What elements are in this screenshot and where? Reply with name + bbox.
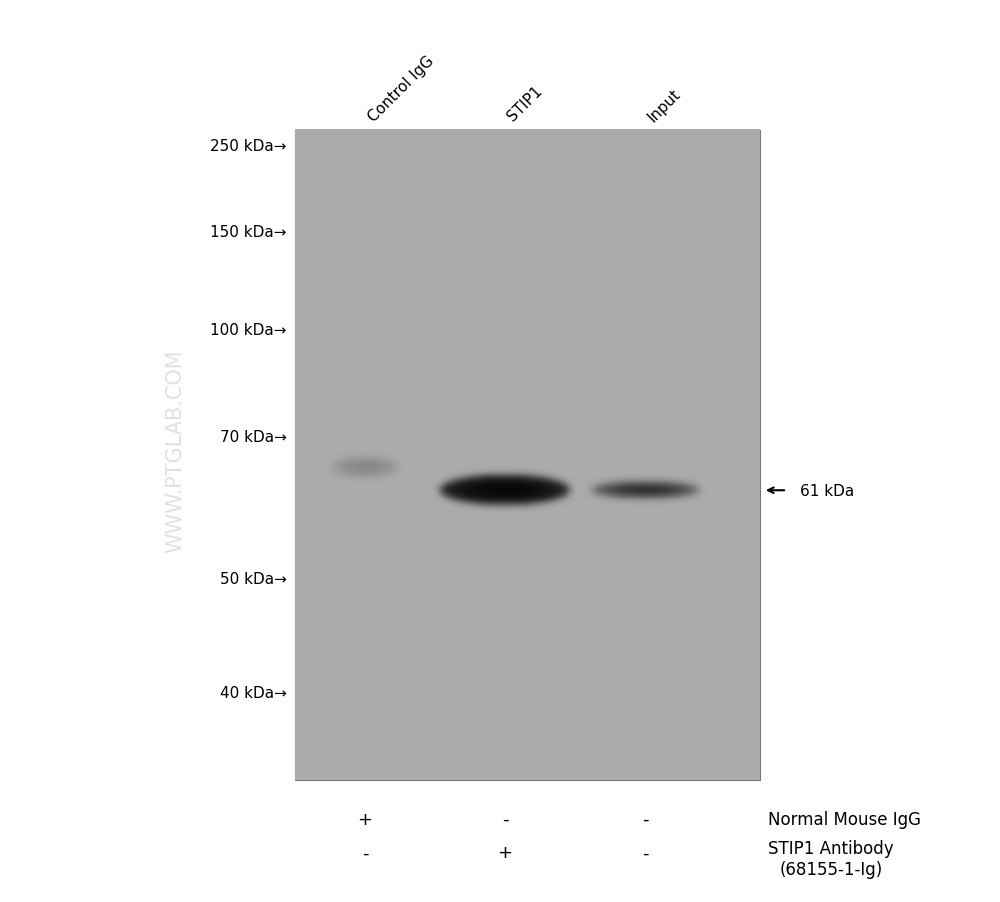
Text: Input: Input: [645, 86, 684, 124]
Text: Control IgG: Control IgG: [365, 53, 437, 124]
Text: -: -: [642, 810, 648, 828]
Text: STIP1 Antibody
(68155-1-Ig): STIP1 Antibody (68155-1-Ig): [768, 840, 894, 878]
Text: 40 kDa→: 40 kDa→: [220, 686, 287, 700]
Text: WWW.PTGLAB.COM: WWW.PTGLAB.COM: [165, 349, 185, 553]
Bar: [295, 131, 760, 780]
Text: -: -: [362, 843, 368, 861]
Text: 250 kDa→: 250 kDa→: [210, 139, 287, 153]
Text: +: +: [358, 810, 372, 828]
Text: 50 kDa→: 50 kDa→: [220, 572, 287, 586]
Text: -: -: [642, 843, 648, 861]
Text: 100 kDa→: 100 kDa→: [210, 323, 287, 337]
Text: 150 kDa→: 150 kDa→: [210, 226, 287, 240]
Text: 70 kDa→: 70 kDa→: [220, 429, 287, 444]
Text: -: -: [502, 810, 508, 828]
Text: +: +: [498, 843, 512, 861]
Text: Normal Mouse IgG: Normal Mouse IgG: [768, 810, 921, 828]
Text: 61 kDa: 61 kDa: [800, 483, 854, 498]
Text: STIP1: STIP1: [505, 84, 546, 124]
